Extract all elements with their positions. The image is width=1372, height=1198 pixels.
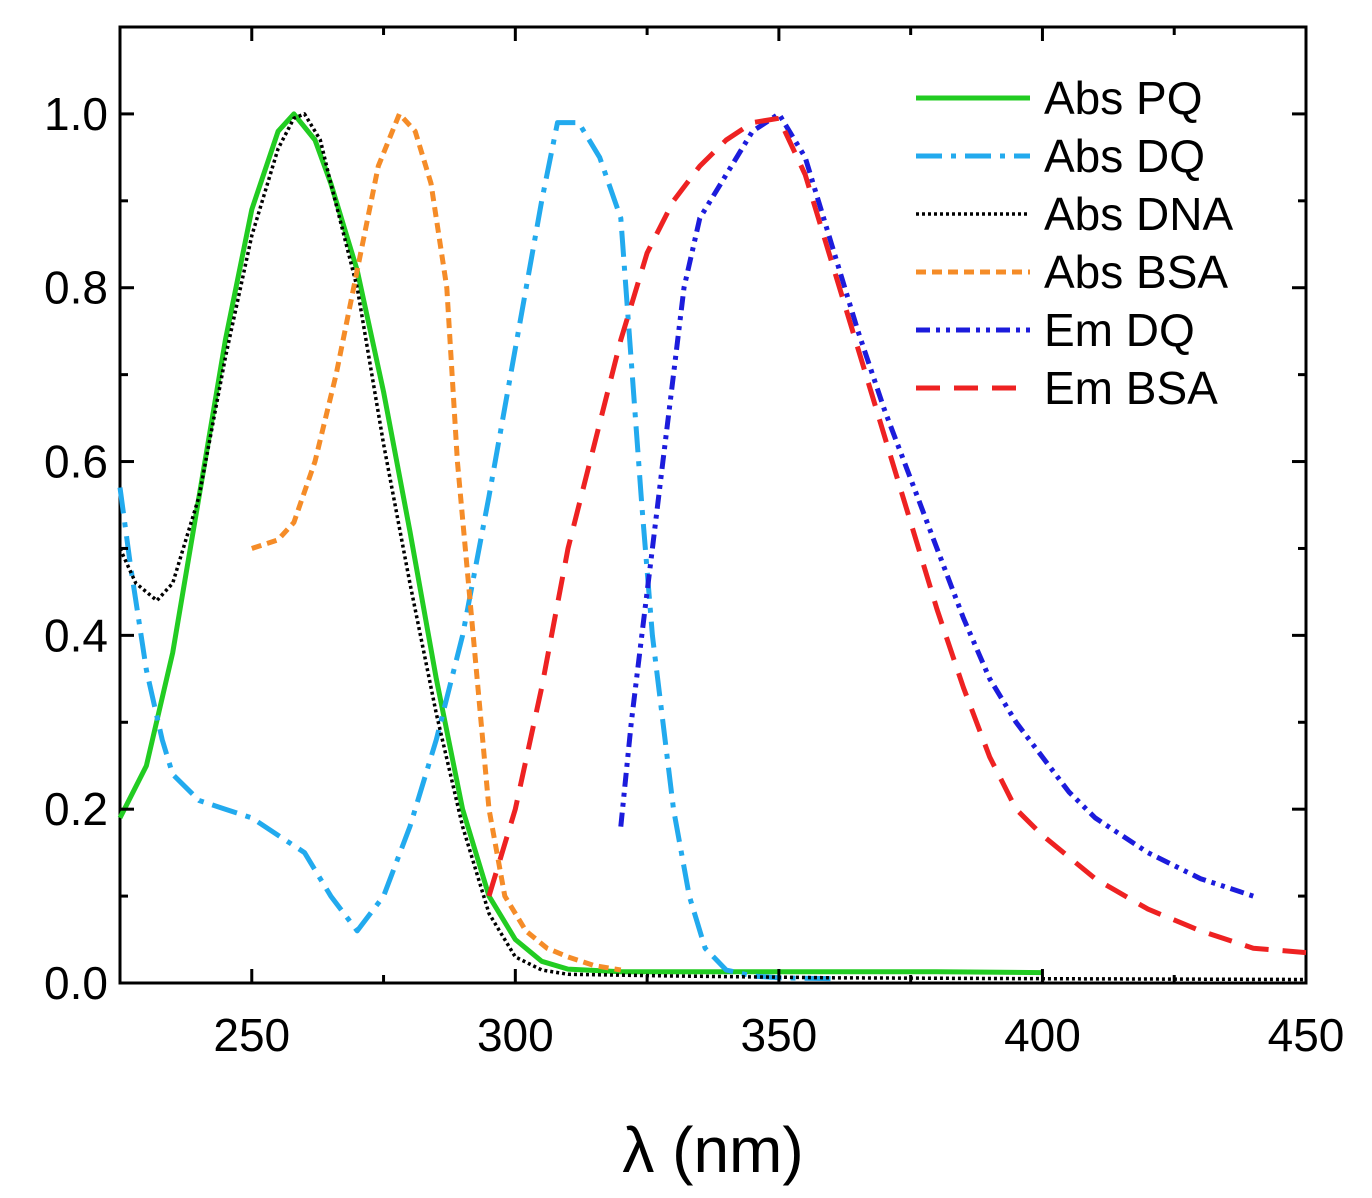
x-tick-label: 300 xyxy=(477,1009,554,1061)
legend-label-4: Em DQ xyxy=(1044,304,1195,356)
y-tick-label: 0.0 xyxy=(44,957,108,1009)
y-tick-label: 0.2 xyxy=(44,783,108,835)
series-line-1 xyxy=(117,120,832,982)
series-line-3 xyxy=(251,111,622,973)
series-layer xyxy=(117,111,1307,982)
y-tick-label: 0.4 xyxy=(44,609,108,661)
series-line-2 xyxy=(118,112,1307,982)
series-line-5 xyxy=(486,115,1307,956)
legend-label-2: Abs DNA xyxy=(1044,188,1233,240)
tick-layer xyxy=(118,25,1308,985)
legend: Abs PQ Abs DQ Abs DNA Abs BSA Em DQ Em BSA xyxy=(916,72,1233,414)
legend-label-5: Em BSA xyxy=(1044,362,1218,414)
plot-area xyxy=(117,25,1308,985)
x-axis-title: λ (nm) xyxy=(622,1114,803,1186)
x-tick-label: 450 xyxy=(1268,1009,1345,1061)
y-tick-label: 0.8 xyxy=(44,262,108,314)
legend-label-1: Abs DQ xyxy=(1044,130,1205,182)
y-tick-label: 1.0 xyxy=(44,88,108,140)
legend-label-0: Abs PQ xyxy=(1044,72,1203,124)
x-tick-label: 400 xyxy=(1004,1009,1081,1061)
legend-label-3: Abs BSA xyxy=(1044,246,1228,298)
series-line-0 xyxy=(117,111,1043,976)
series-line-4 xyxy=(618,111,1255,899)
y-tick-label: 0.6 xyxy=(44,436,108,488)
x-tick-label: 350 xyxy=(741,1009,818,1061)
x-tick-label: 250 xyxy=(213,1009,290,1061)
